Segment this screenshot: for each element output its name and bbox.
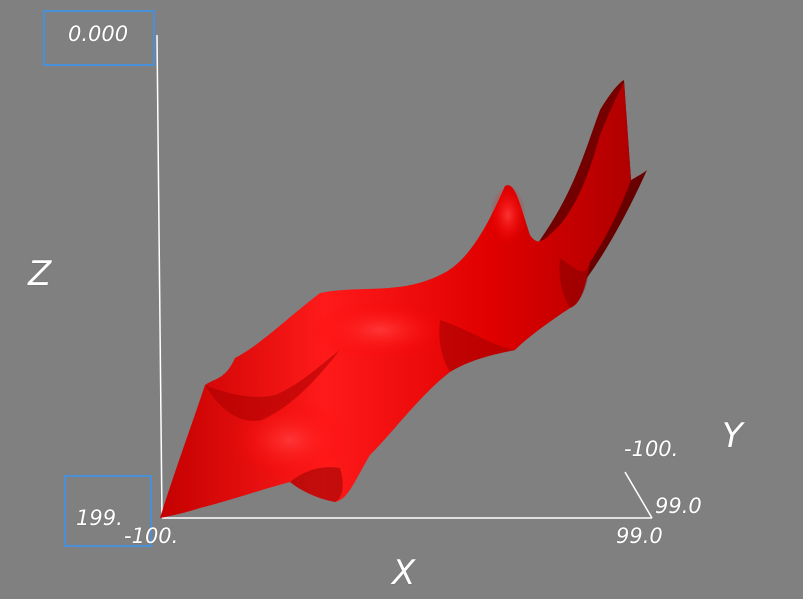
surface-front-face (160, 82, 631, 518)
x-axis-title: X (392, 553, 416, 593)
y-axis-title: Y (722, 416, 743, 456)
z-axis-line (156, 34, 163, 519)
x-axis-min-label: -100. (124, 524, 179, 548)
z-axis-bottom-label: 199. (76, 506, 123, 530)
y-axis-min-label: -100. (624, 437, 679, 461)
surface-plot (160, 80, 647, 518)
z-bottom-label-box[interactable] (64, 475, 152, 547)
y-axis-line (624, 471, 653, 519)
surface-shade (439, 320, 515, 372)
y-axis-max-label: 99.0 (655, 494, 702, 518)
surface-shade (205, 350, 340, 421)
x-axis-max-label: 99.0 (616, 524, 663, 548)
z-axis-title: Z (28, 254, 52, 294)
surface-highlight (310, 300, 450, 360)
z-top-label-box[interactable] (43, 10, 155, 66)
surface-shade (559, 258, 590, 308)
surface-highlight (490, 185, 526, 245)
surface-shade (290, 467, 343, 502)
z-axis-top-label: 0.000 (68, 22, 129, 46)
